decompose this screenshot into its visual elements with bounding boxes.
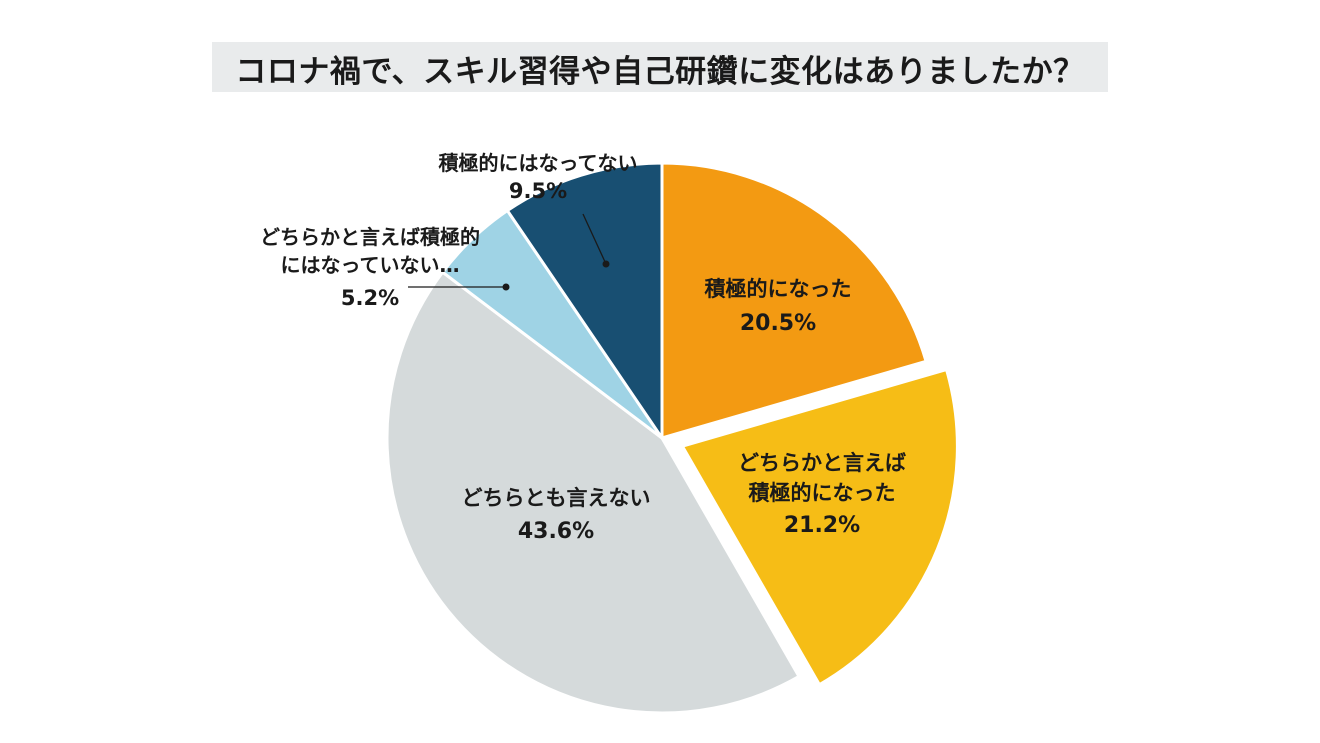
slice-label-2-line-1: どちらかと言えば (738, 451, 906, 475)
leader-lines (408, 213, 610, 291)
pie-slice-1 (660, 161, 928, 440)
pie-slice-5 (505, 161, 664, 443)
slice-value-5: 9.5% (509, 179, 567, 203)
leader-dot-5 (602, 260, 610, 268)
pie-slices (385, 161, 959, 715)
chart-title: コロナ禍で、スキル習得や自己研鑽に変化はありましたか？ (235, 54, 1085, 90)
slice-label-2-line-2: 積極的になった (749, 481, 896, 505)
pie-slice-3 (385, 270, 802, 715)
leader-dot-4 (502, 283, 510, 291)
chart-title-bar: コロナ禍で、スキル習得や自己研鑽に変化はありましたか？ (212, 42, 1108, 92)
leader-line-5 (582, 213, 607, 265)
slice-label-4-line-2: にはなっていない… (281, 253, 460, 277)
slice-value-4: 5.2% (341, 286, 399, 310)
slice-label-3-line-1: どちらとも言えない (462, 486, 651, 510)
slice-value-3: 43.6% (518, 519, 594, 544)
slice-label-5-line-1: 積極的にはなってない (439, 151, 638, 175)
slice-label-4-line-1: どちらかと言えば積極的 (260, 225, 480, 249)
slice-value-2: 21.2% (784, 513, 860, 538)
slice-labels: 積極的になった20.5%どちらかと言えば積極的になった21.2%どちらとも言えな… (260, 151, 906, 544)
pie-slice-2 (680, 367, 959, 687)
slice-label-1-line-1: 積極的になった (705, 277, 852, 301)
slice-value-1: 20.5% (740, 311, 816, 336)
